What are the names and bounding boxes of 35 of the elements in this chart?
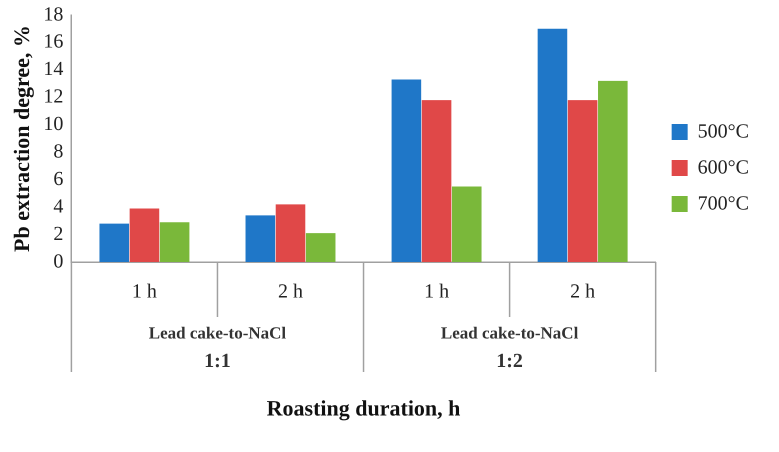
bar [422,100,452,262]
y-tick-label: 10 [43,113,64,136]
legend-label: 600°C [698,156,750,178]
legend-label: 700°C [698,192,750,214]
x-tick-label: 2 h [570,280,596,302]
text: Lead cake-to-NaCl [440,323,579,342]
bar [246,215,276,262]
bar [160,222,190,262]
y-tick-label: 8 [53,140,64,162]
y-tick-label: 12 [43,86,64,108]
y-tick-label: 0 [53,250,64,272]
legend-label: 500°C [698,120,750,142]
y-tick-label: 6 [53,168,64,190]
bar [538,28,568,262]
y-tick-label: 14 [43,58,64,80]
bar [568,100,598,262]
bar [452,186,482,262]
text: 1:1 [204,350,231,372]
bar [306,233,336,262]
y-tick-label: 16 [43,30,64,53]
y-tick-label: 18 [43,3,64,26]
text: 1:2 [496,350,523,372]
x-tick-label: 2 h [278,280,303,302]
bar [99,224,130,262]
bar [392,79,422,262]
bar [598,80,628,262]
bar [130,208,160,262]
x-tick-label: 1 h [132,280,157,302]
y-tick-label: 4 [53,195,64,218]
x-axis-title: Roasting duration, h [266,396,460,421]
text: Lead cake-to-NaCl [148,323,286,342]
y-tick-label: 2 [53,222,64,245]
y-axis-title: Pb extraction degree, % [8,25,34,252]
x-tick-label: 1 h [424,280,450,302]
bar [276,204,306,262]
